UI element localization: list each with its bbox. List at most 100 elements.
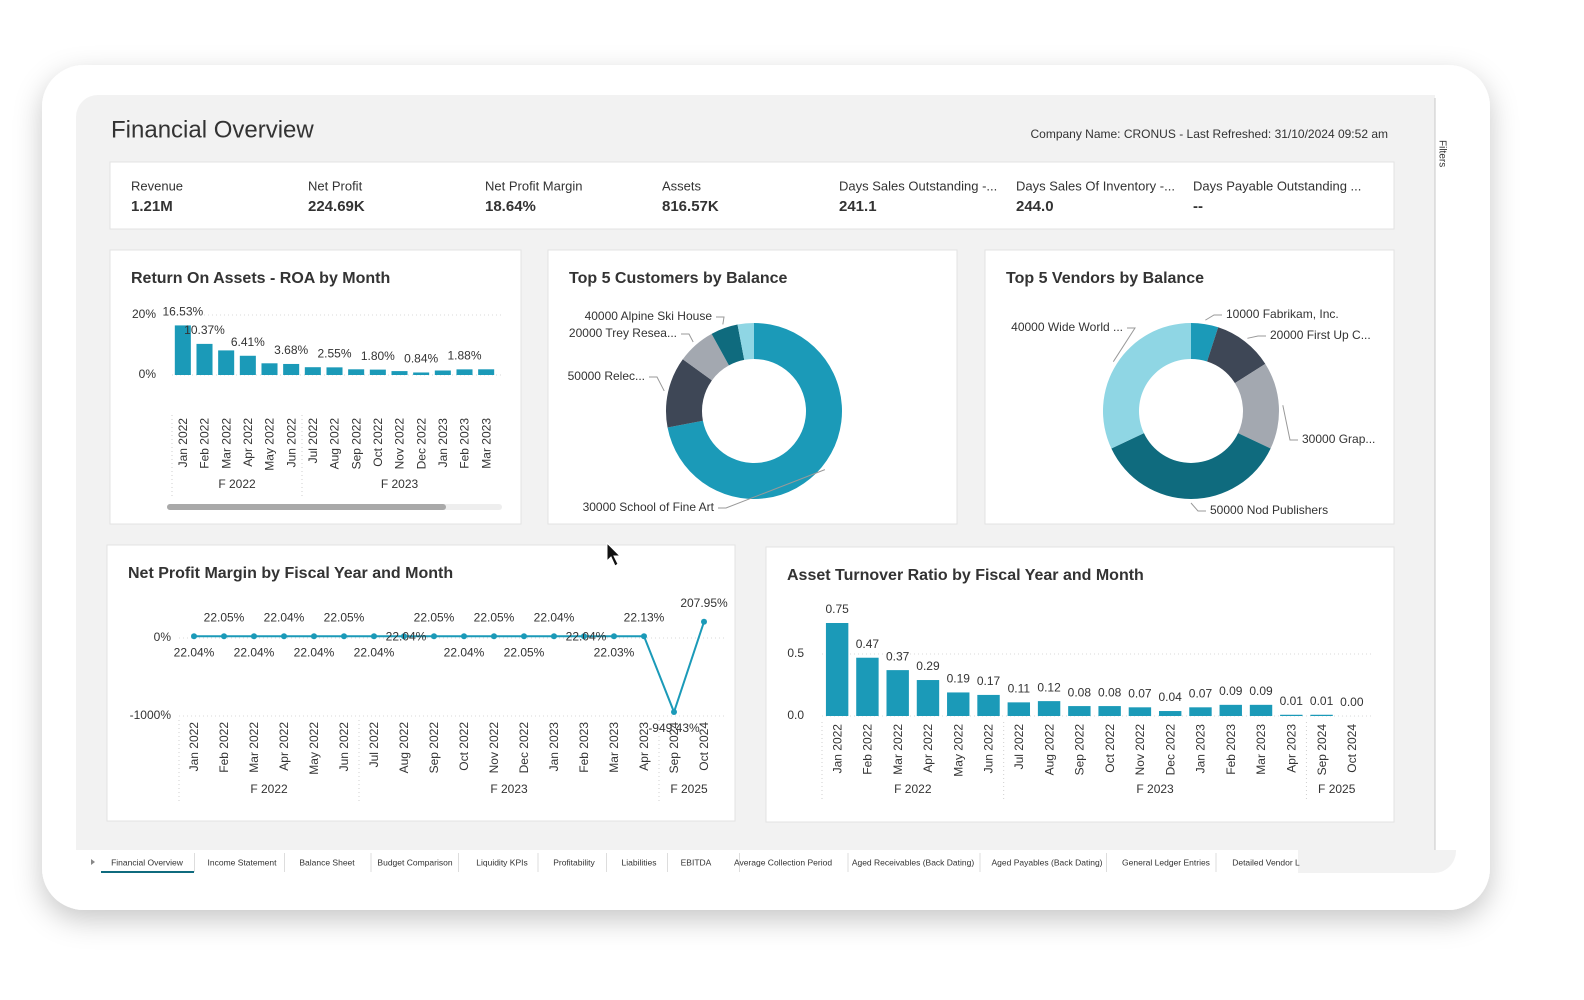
data-label: 22.04% [566,629,607,643]
data-label: 22.04% [386,629,427,643]
x-tick-label: Feb 2022 [861,724,875,775]
x-tick-label: Mar 2023 [607,722,621,773]
x-tick-label: Jan 2022 [176,418,190,468]
x-tick-label: Dec 2022 [414,418,428,470]
x-tick-label: Apr 2023 [637,722,651,771]
slice-label: 40000 Wide World ... [1011,320,1123,334]
data-label: 22.13% [624,610,665,624]
scrollbar-thumb[interactable] [167,504,446,510]
bar [218,350,235,375]
x-tick-label: Mar 2023 [479,418,493,469]
x-group-label: F 2022 [250,782,288,796]
report-tab[interactable]: EBITDA [681,857,712,867]
report-tab[interactable]: General Ledger Entries [1122,857,1210,867]
kpi-label: Net Profit [308,178,363,193]
x-tick-label: Oct 2022 [371,418,385,467]
data-label: 16.53% [162,305,203,319]
report-tab[interactable]: Balance Sheet [299,857,355,867]
donut-slice [1234,363,1279,449]
kpi-value: -- [1193,198,1203,215]
bar [1219,704,1242,716]
bar [283,363,300,375]
x-group-label: F 2022 [894,782,932,796]
report-tab[interactable]: Liabilities [622,857,657,867]
chart-title: Return On Assets - ROA by Month [131,270,390,287]
x-tick-label: Dec 2022 [517,722,531,774]
kpi-label: Days Payable Outstanding ... [1193,178,1361,193]
report-tab[interactable]: Profitability [553,857,595,867]
x-tick-label: Oct 2024 [1345,724,1359,773]
report-tab[interactable]: Aged Payables (Back Dating) [991,857,1102,867]
x-tick-label: Apr 2023 [1284,724,1298,773]
x-tick-label: Sep 2022 [349,418,363,470]
bar [825,623,849,716]
bar [456,369,473,375]
bar [1007,702,1031,716]
x-group-label: F 2023 [1136,782,1174,796]
x-tick-label: Feb 2022 [217,722,231,773]
data-label: 22.05% [504,645,545,659]
x-tick-label: Feb 2023 [458,418,472,469]
donut-slice [667,323,842,499]
slice-label: 30000 Grap... [1302,432,1375,446]
tab-scroll-arrow[interactable] [91,859,95,865]
report-tab[interactable]: Liquidity KPIs [476,857,528,867]
report-tab[interactable]: Budget Comparison [377,857,452,867]
kpi-value: 244.0 [1016,198,1054,215]
page-title: Financial Overview [111,116,314,143]
data-label: 22.04% [354,645,395,659]
bar [1310,714,1333,716]
report-tab[interactable]: Aged Receivables (Back Dating) [852,857,975,867]
report-tab[interactable]: Financial Overview [111,857,184,867]
donut-slice [1111,433,1271,499]
report-tab[interactable]: Detailed Vendor L [1232,857,1300,867]
bar [304,367,321,375]
data-label: 6.41% [231,335,265,349]
y-tick-label: 20% [132,307,156,321]
x-tick-label: May 2022 [263,418,277,471]
data-label: 0.08 [1098,685,1122,699]
bar [174,325,191,375]
donut-slice [1191,323,1219,362]
filters-label[interactable]: Filters [1436,140,1447,167]
kpi-value: 241.1 [839,198,877,215]
data-label: 22.04% [174,645,215,659]
bar [1068,706,1091,716]
data-label: 0.01 [1280,694,1304,708]
kpi-value: 816.57K [662,198,719,215]
filters-pane[interactable] [1435,95,1456,850]
x-tick-label: Nov 2022 [1133,724,1147,776]
leader-line [681,333,694,343]
bar [1037,701,1061,716]
bar [434,370,451,375]
data-label: 3.68% [274,343,308,357]
x-tick-label: Nov 2022 [487,722,501,774]
donut-slice [1103,323,1191,449]
report-tab[interactable]: Average Collection Period [734,857,832,867]
data-label: 0.19 [947,672,971,686]
chart-card [984,249,1395,525]
x-tick-label: Jun 2022 [982,724,996,774]
data-label: 0.07 [1189,686,1213,700]
data-label: 22.03% [594,645,635,659]
x-group-label: F 2023 [490,782,528,796]
refresh-info: Company Name: CRONUS - Last Refreshed: 3… [1030,127,1388,141]
report-tab[interactable]: Income Statement [208,857,278,867]
data-label: 10.37% [184,323,225,337]
leader-line [649,376,665,392]
slice-label: 30000 School of Fine Art [583,500,715,514]
line-point [641,633,647,640]
x-tick-label: Feb 2023 [1224,724,1238,775]
leader-line [718,469,826,509]
x-tick-label: Aug 2022 [328,418,342,470]
kpi-value: 224.69K [308,198,365,215]
kpi-label: Days Sales Of Inventory -... [1016,178,1175,193]
bar [1098,706,1121,716]
donut-slice [711,324,745,366]
line-point [701,618,707,625]
chart-title: Top 5 Vendors by Balance [1006,270,1204,287]
x-tick-label: Mar 2023 [1254,724,1268,775]
bar [326,367,343,375]
chart-card [109,249,522,525]
